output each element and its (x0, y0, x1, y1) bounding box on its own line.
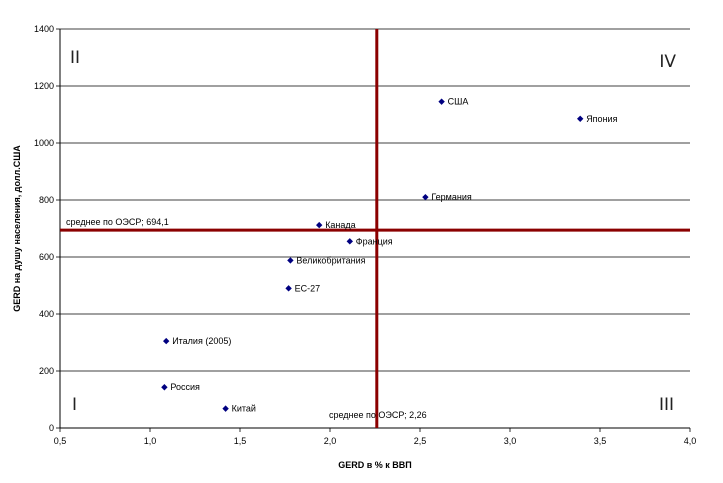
x-tick-label: 4,0 (684, 436, 697, 446)
data-point-marker (577, 115, 584, 122)
data-point-label: Великобритания (296, 255, 365, 265)
data-point-label: Германия (431, 192, 471, 202)
y-tick-label: 1400 (34, 24, 54, 34)
y-axis-title: GERD на душу населения, долл.США (12, 145, 22, 312)
data-point-label: Франция (356, 236, 393, 246)
data-point-marker (161, 384, 168, 391)
x-tick-label: 3,0 (504, 436, 517, 446)
y-tick-label: 800 (39, 195, 54, 205)
gridlines (60, 28, 690, 372)
y-tick-label: 0 (49, 423, 54, 433)
data-point-label: Италия (2005) (172, 336, 231, 346)
x-tick-label: 0,5 (54, 436, 67, 446)
data-point-marker (422, 193, 429, 201)
data-point-marker (438, 98, 445, 105)
data-point-label: Китай (232, 404, 256, 414)
data-point-marker (163, 337, 170, 345)
x-axis-title: GERD в % к ВВП (338, 460, 412, 470)
y-tick-label: 1200 (34, 81, 54, 91)
x-tick-label: 3,5 (594, 436, 607, 446)
data-point-marker (287, 257, 294, 264)
y-tick-label: 1000 (34, 138, 54, 148)
quadrant-label: III (659, 395, 674, 415)
x-tick-labels: 0,5 1,0 1,5 2,0 2,5 3,0 3,5 4,0 (54, 436, 697, 446)
x-tick-label: 2,0 (324, 436, 337, 446)
oecd-average-gerd-per-capita-label: среднее по ОЭСР; 694,1 (66, 217, 169, 227)
x-tick-label: 1,5 (234, 436, 247, 446)
data-point-label: Япония (586, 114, 617, 124)
data-point-label: Канада (325, 220, 355, 230)
oecd-average-gerd-share-label: среднее по ОЭСР; 2,26 (329, 410, 427, 420)
quadrant-labels: II IVI III (70, 48, 676, 415)
quadrant-label: II (70, 48, 80, 68)
reference-lines: среднее по ОЭСР; 694,1 среднее по ОЭСР; 2… (60, 29, 690, 428)
data-point-marker (316, 221, 323, 229)
data-point-label: США (448, 97, 469, 107)
quadrant-label: IV (659, 52, 676, 72)
quadrant-label: I (72, 395, 77, 415)
y-tick-label: 400 (39, 309, 54, 319)
data-point-marker (285, 285, 292, 292)
data-point-marker (222, 405, 229, 412)
y-tick-label: 200 (39, 366, 54, 376)
data-point-label: Россия (170, 382, 200, 392)
x-tick-label: 1,0 (144, 436, 157, 446)
x-tick-label: 2,5 (414, 436, 427, 446)
data-point-label: ЕС-27 (295, 283, 321, 293)
y-tick-labels: 0 200 400 600 800 1000 1200 1400 (34, 24, 54, 433)
data-point-marker (346, 238, 353, 245)
axes (56, 28, 691, 432)
y-tick-label: 600 (39, 252, 54, 262)
